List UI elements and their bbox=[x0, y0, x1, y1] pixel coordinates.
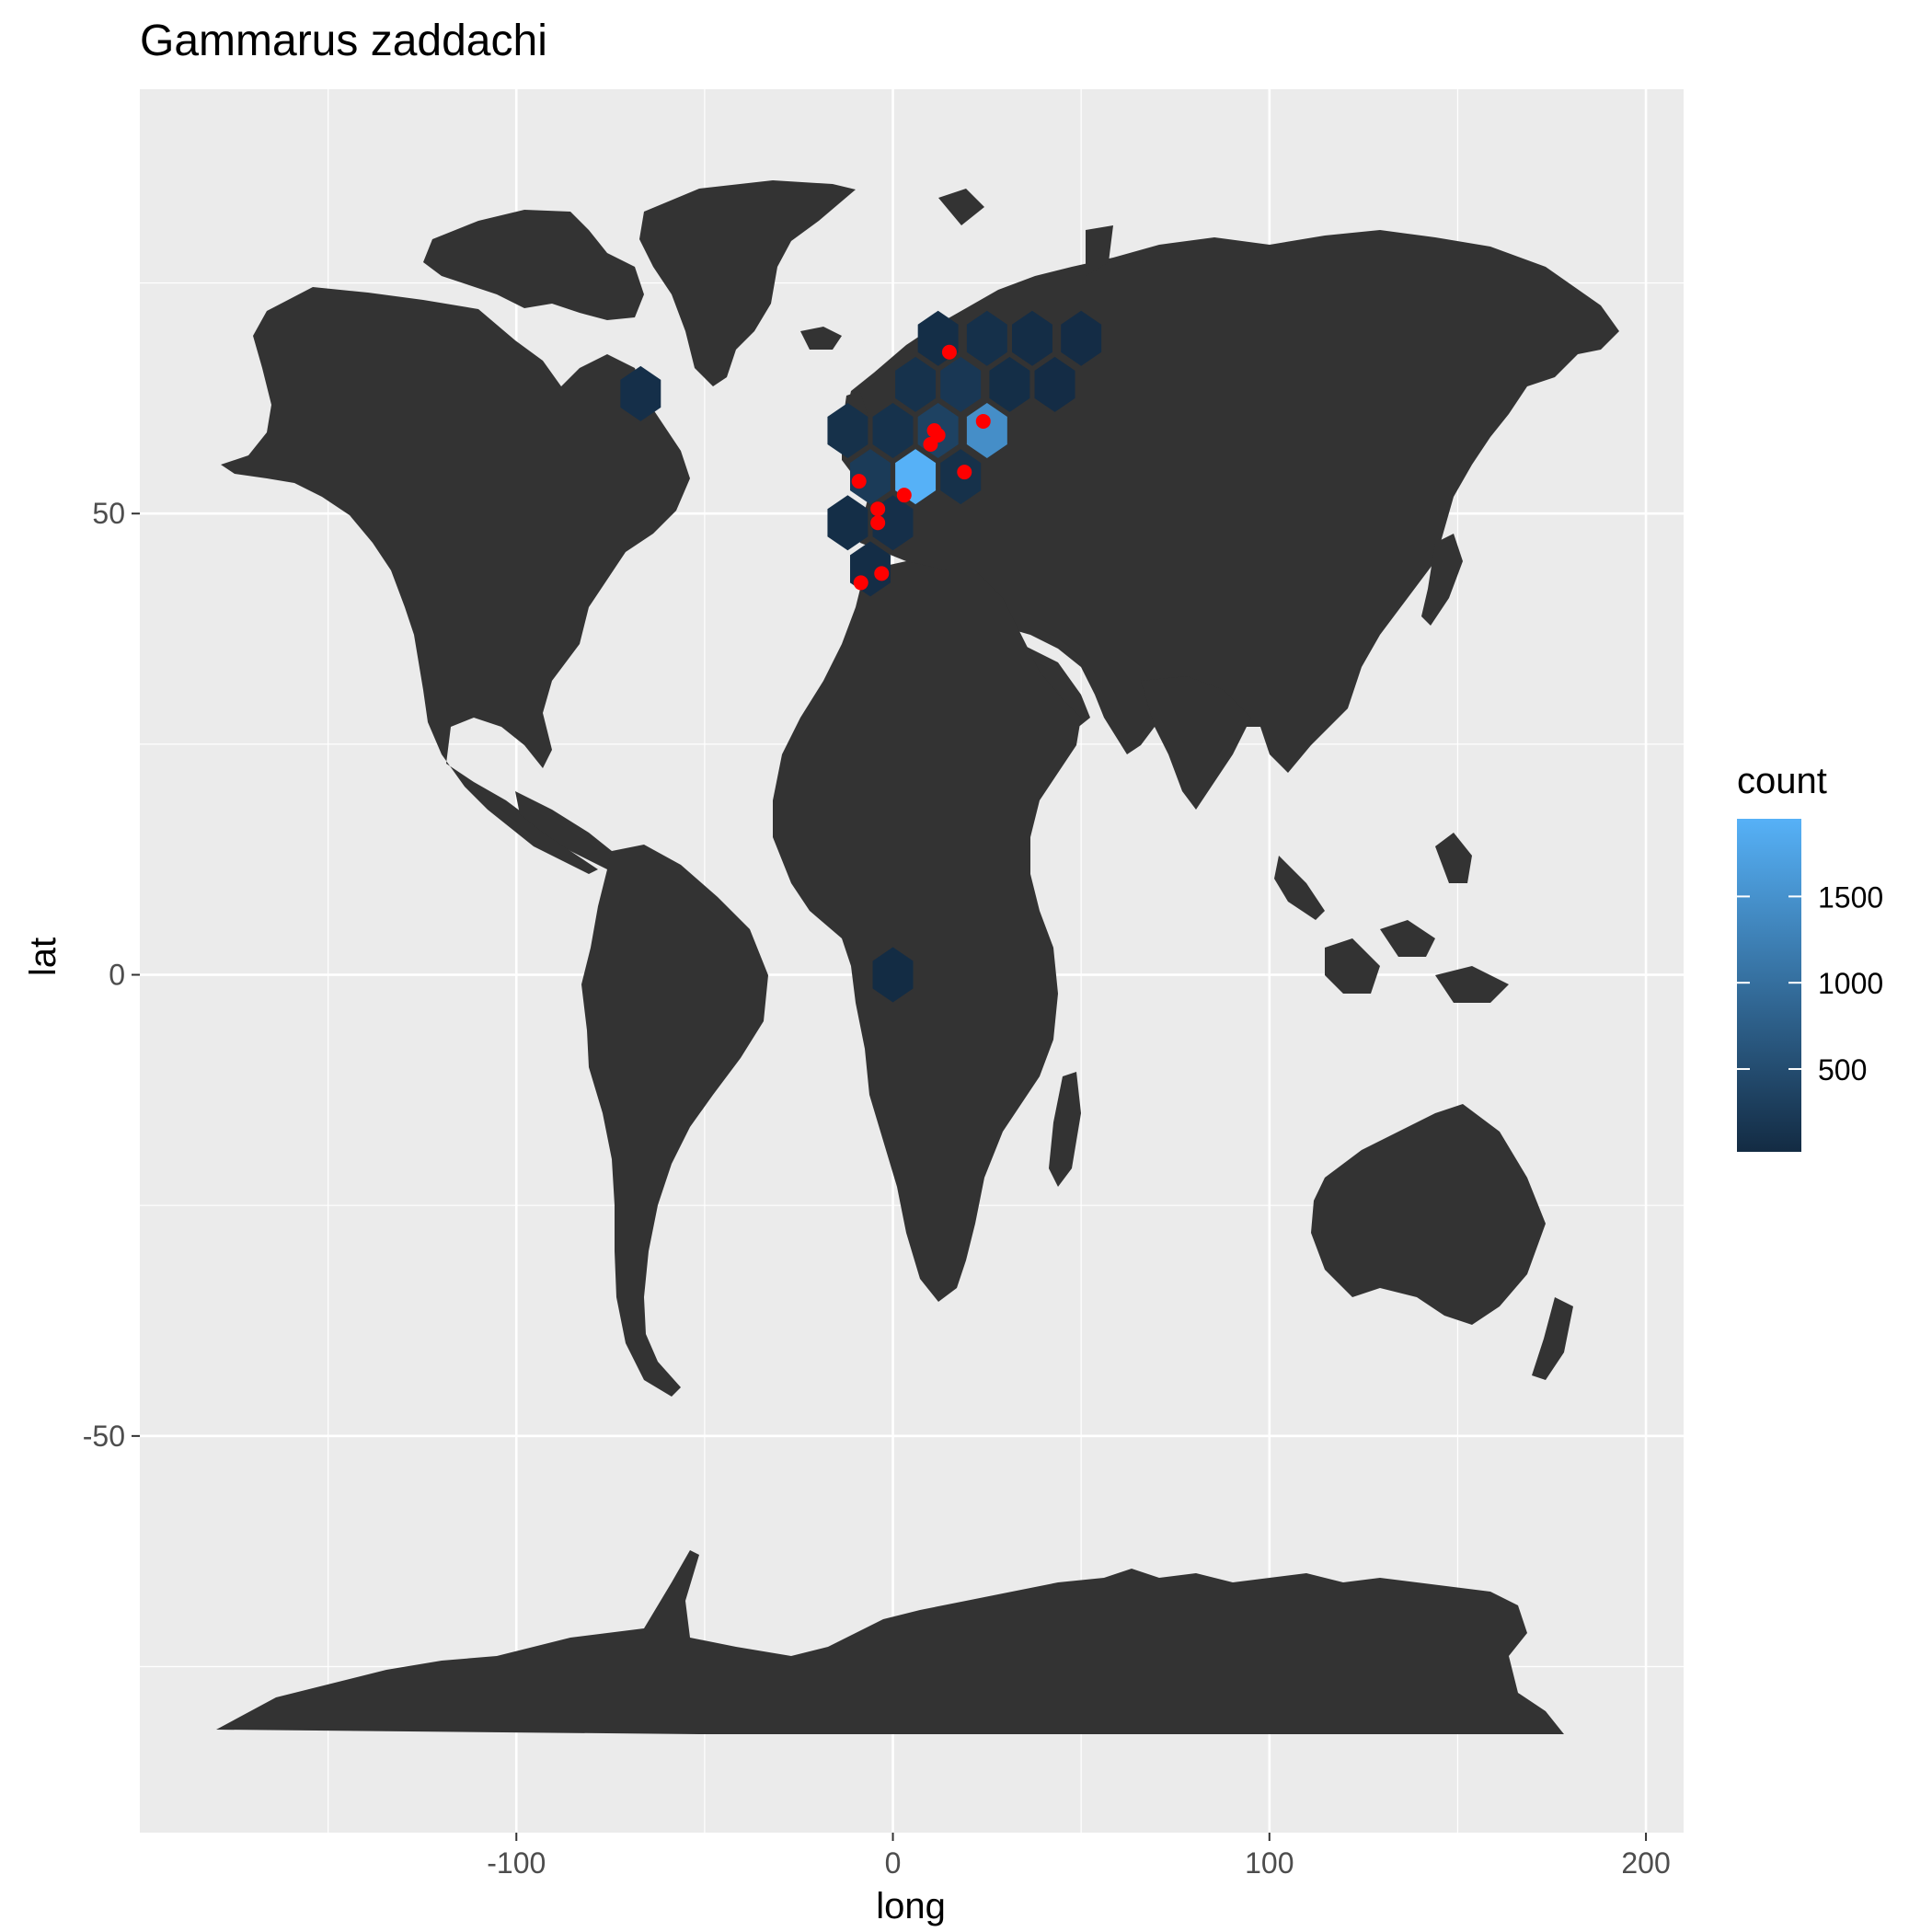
landmass-novaya-zemlya bbox=[1086, 225, 1113, 276]
landmass-new-zealand bbox=[1532, 1297, 1573, 1380]
hexbin-cell bbox=[850, 449, 891, 505]
x-tick-label: 100 bbox=[1245, 1846, 1294, 1880]
landmass-india bbox=[1141, 676, 1251, 810]
legend-title: count bbox=[1737, 761, 1827, 801]
occurrence-point bbox=[851, 474, 867, 489]
landmass-australia bbox=[1311, 1104, 1546, 1325]
landmass-central-america bbox=[515, 791, 626, 874]
occurrence-point bbox=[853, 575, 868, 591]
hexbin-cell bbox=[940, 356, 982, 412]
x-axis: -100 0 100 200 bbox=[487, 1833, 1671, 1880]
occurrence-point bbox=[896, 488, 912, 503]
chart-title: Gammarus zaddachi bbox=[140, 17, 547, 65]
occurrence-point bbox=[870, 501, 886, 517]
legend-breaks: 500 1000 1500 bbox=[1737, 880, 1883, 1087]
x-tick-label: 200 bbox=[1621, 1846, 1670, 1880]
legend: count 500 1000 1500 bbox=[1737, 761, 1883, 1152]
occurrence-point bbox=[975, 413, 991, 429]
hexbin-cell bbox=[966, 402, 1007, 458]
x-tick-label: 0 bbox=[885, 1846, 902, 1880]
landmass-greenland bbox=[639, 180, 856, 386]
x-axis-label: long bbox=[876, 1886, 946, 1926]
occurrence-point bbox=[923, 437, 938, 453]
landmass-arctic-islands bbox=[423, 210, 644, 320]
y-axis: -50 0 50 bbox=[83, 497, 140, 1453]
hexbin-cell bbox=[827, 495, 868, 551]
landmass-iceland bbox=[800, 327, 842, 350]
legend-colorbar bbox=[1737, 819, 1801, 1152]
hexbin-cell bbox=[827, 402, 868, 458]
occurrence-points bbox=[851, 344, 991, 591]
y-axis-label: lat bbox=[23, 937, 63, 976]
landmass-south-america bbox=[581, 845, 768, 1397]
y-tick-label: 50 bbox=[92, 497, 125, 530]
occurrence-point bbox=[957, 465, 972, 480]
occurrence-point bbox=[941, 344, 957, 360]
hexbin-cell bbox=[1034, 356, 1075, 412]
legend-break-label: 500 bbox=[1818, 1053, 1867, 1087]
landmass-madagascar bbox=[1049, 1072, 1081, 1187]
landmass-north-america bbox=[221, 287, 690, 874]
landmass-japan bbox=[1421, 534, 1463, 626]
occurrence-point bbox=[874, 566, 890, 581]
hexbin-cell bbox=[966, 310, 1007, 366]
legend-break-label: 1500 bbox=[1818, 880, 1883, 914]
hexbin-cell bbox=[872, 947, 914, 1003]
landmass-antarctica bbox=[216, 1550, 1564, 1734]
hexbin-cell bbox=[1061, 310, 1102, 366]
legend-break-label: 1000 bbox=[1818, 967, 1883, 1000]
hexbin-cell bbox=[1011, 310, 1052, 366]
hexbin-cell bbox=[989, 356, 1030, 412]
y-tick-label: -50 bbox=[83, 1420, 125, 1453]
occurrence-point bbox=[870, 515, 886, 531]
landmass-southeast-asia bbox=[1274, 833, 1509, 1003]
hexbin-cell bbox=[895, 356, 937, 412]
hexbin-cell bbox=[620, 365, 661, 421]
landmass-svalbard bbox=[938, 189, 984, 225]
x-tick-label: -100 bbox=[487, 1846, 546, 1880]
hexbin-cell bbox=[872, 402, 914, 458]
landmass-africa bbox=[773, 561, 1081, 1302]
y-tick-label: 0 bbox=[109, 959, 125, 992]
